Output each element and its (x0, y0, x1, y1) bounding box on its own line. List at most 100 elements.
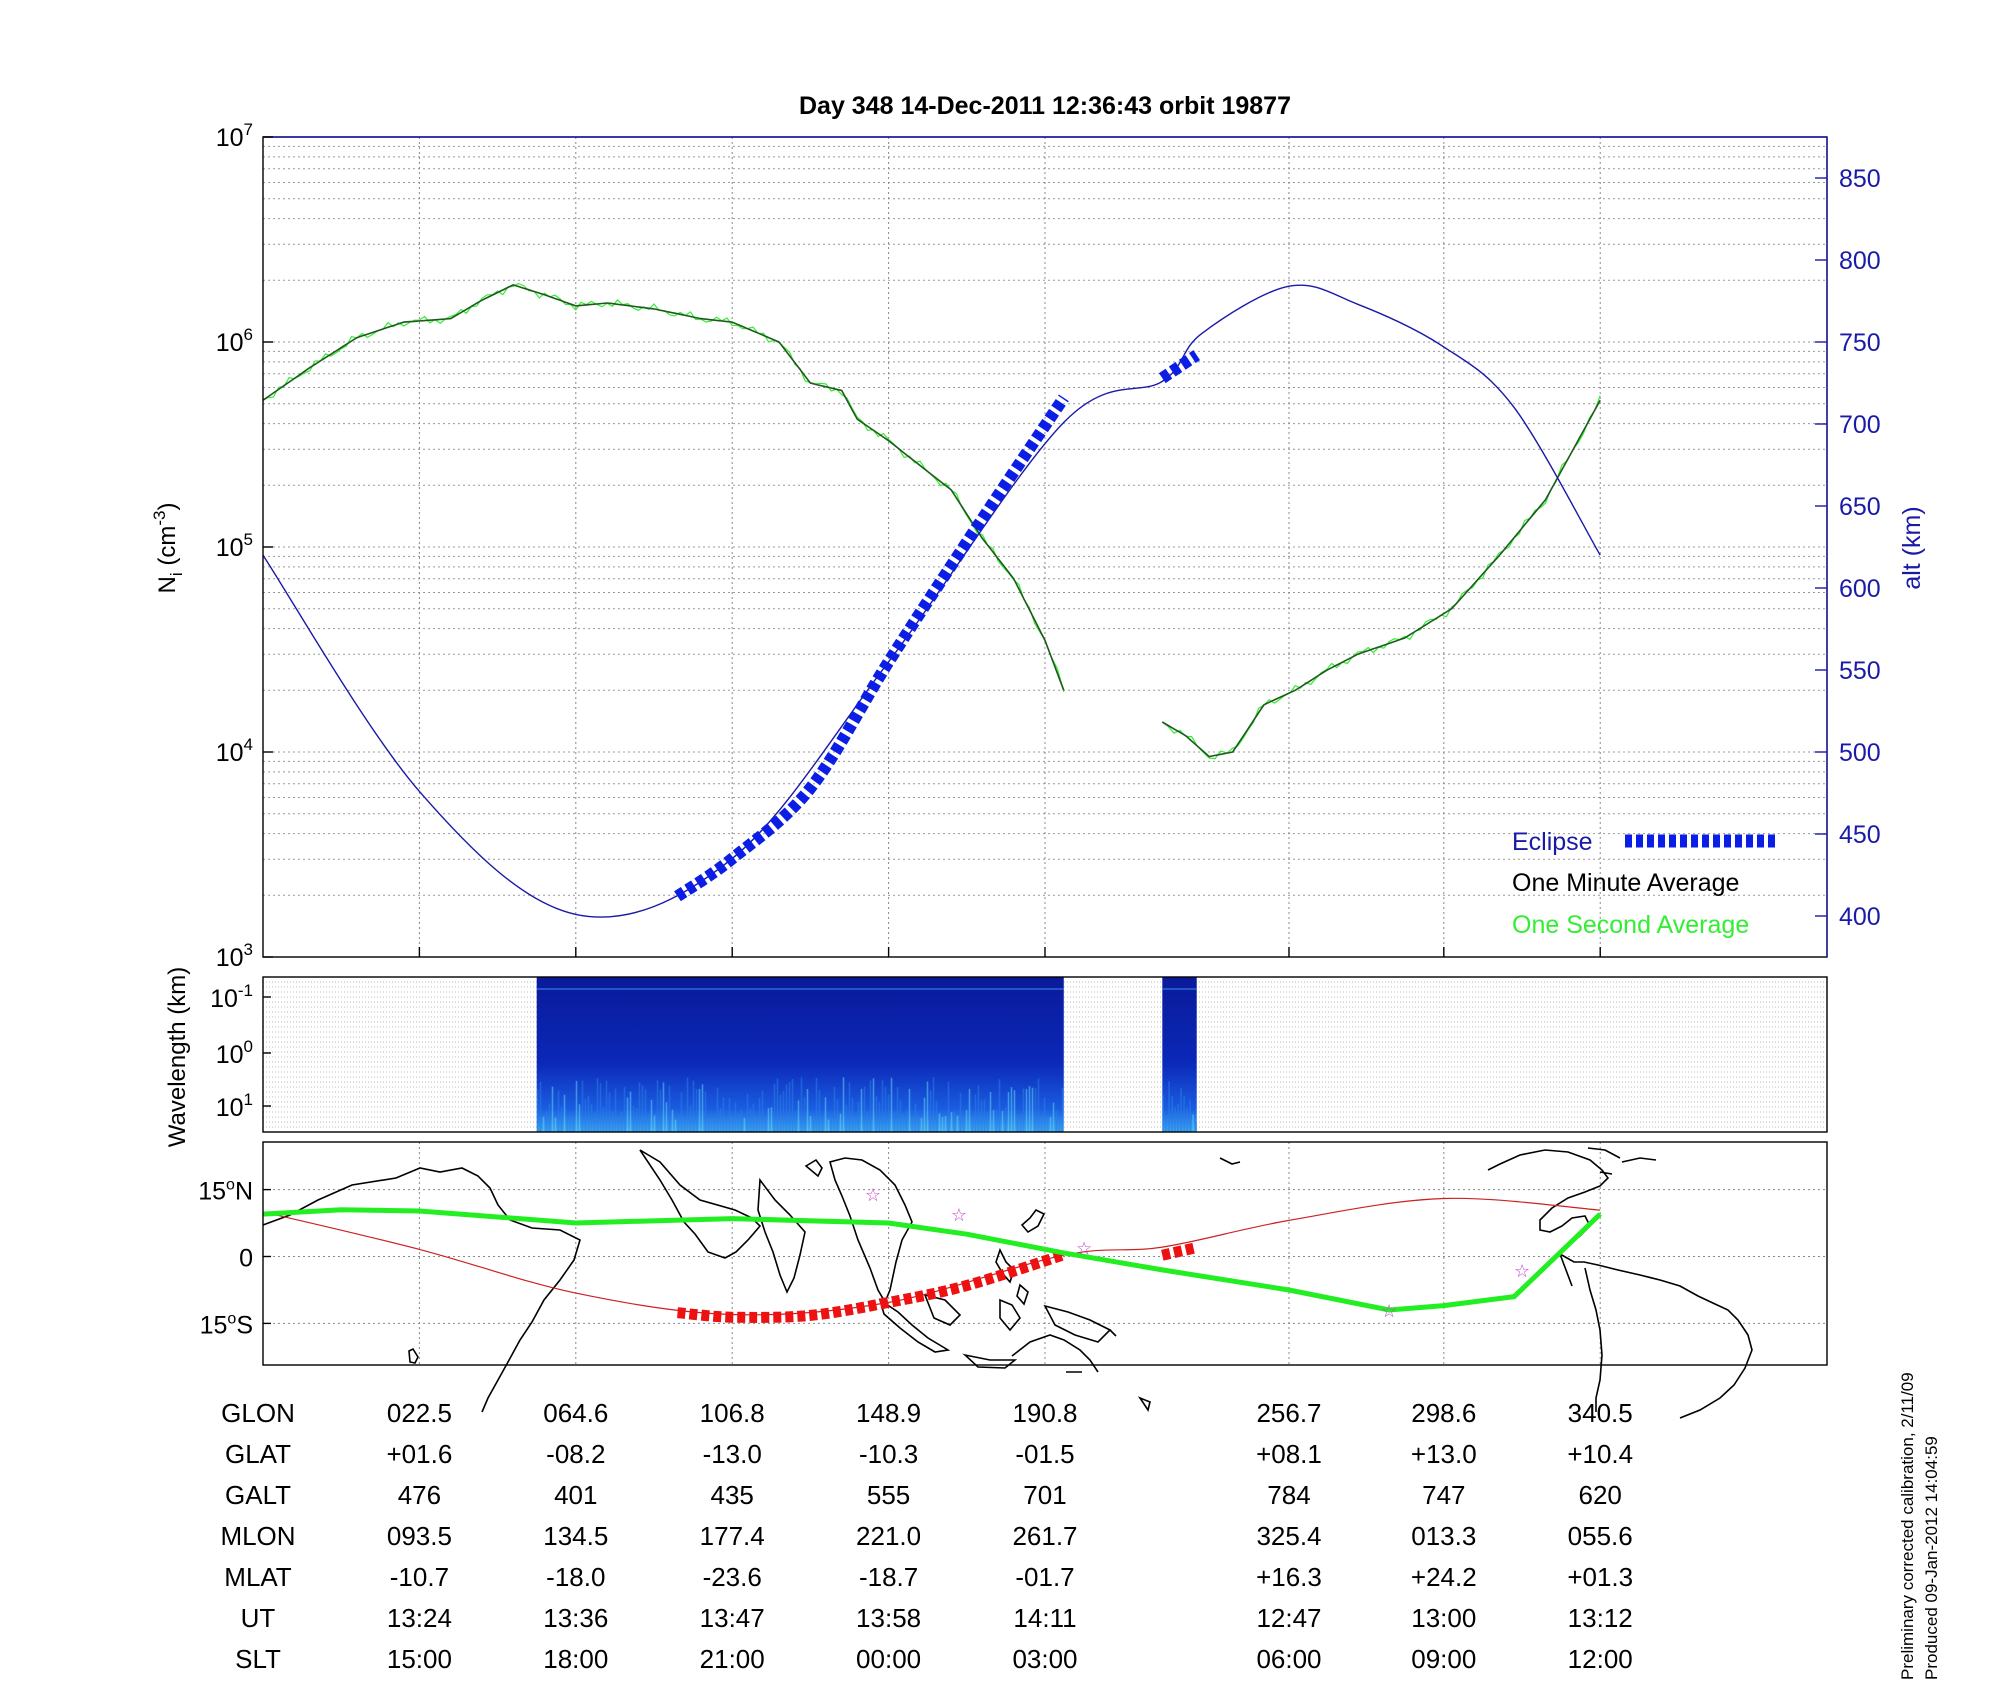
chart-title: Day 348 14-Dec-2011 12:36:43 orbit 19877 (799, 92, 1291, 120)
density-series (262, 282, 1601, 918)
spectrogram-tick-label: 100 (216, 1037, 253, 1069)
table-cell: 13:24 (387, 1603, 452, 1633)
spectrogram-stripe (587, 1096, 590, 1132)
spectrogram-tick-label-exp: 1 (244, 1090, 253, 1109)
spectrogram-stripe (854, 1120, 857, 1132)
table-cell: 134.5 (543, 1521, 608, 1551)
spectrogram-stripe (821, 1117, 824, 1132)
table-cell: 13:47 (700, 1603, 765, 1633)
spectrogram-tick-label-base: 10 (216, 1041, 244, 1069)
spectrogram-stripe (584, 1099, 587, 1132)
table-cell: 298.6 (1411, 1398, 1476, 1428)
altitude-tick-label: 850 (1839, 165, 1881, 193)
lat-tick-value: 0 (239, 1245, 253, 1273)
spectrogram-stripe (869, 1080, 872, 1132)
spectrogram-stripe (668, 1085, 671, 1132)
spectrogram-stripe (695, 1089, 698, 1132)
spectrogram-stripe (641, 1085, 644, 1132)
table-cell: +01.6 (387, 1439, 453, 1469)
japan-coastline (1020, 1208, 1046, 1234)
spectrogram-stripe (635, 1108, 638, 1132)
india-coastline (757, 1177, 806, 1294)
spectrogram-stripe (614, 1088, 617, 1132)
table-cell: 06:00 (1256, 1644, 1321, 1674)
spectrogram-stripe (776, 1078, 779, 1132)
spectrogram-stripe (710, 1113, 713, 1132)
table-cell: -10.3 (859, 1439, 918, 1469)
spectrogram-stripe (917, 1117, 920, 1132)
spectrogram-stripe (653, 1115, 656, 1132)
table-cell: 747 (1422, 1480, 1465, 1510)
spectrogram-stripe (860, 1088, 863, 1132)
spectrogram-stripe (617, 1117, 620, 1132)
spectrogram-stripe (1019, 1113, 1022, 1132)
spectrogram-stripe (1037, 1078, 1040, 1132)
spectrogram-blocks (536, 977, 1197, 1132)
table-cell: 055.6 (1568, 1521, 1633, 1551)
spectrogram-stripe (770, 1107, 773, 1132)
spectrogram-stripe (626, 1097, 629, 1132)
altitude-tick-label: 650 (1839, 493, 1881, 521)
spectrogram-stripe (875, 1096, 878, 1132)
spectrogram-stripe (1013, 1090, 1016, 1132)
north-america-coastline (1487, 1149, 1610, 1255)
altitude-tick-label: 750 (1839, 329, 1881, 357)
spectrogram-stripe (731, 1115, 734, 1132)
eclipse-track-segment (1161, 1242, 1198, 1261)
spectrogram-stripe (911, 1120, 914, 1132)
spectrogram-stripe (944, 1116, 947, 1132)
table-cell: 701 (1023, 1480, 1066, 1510)
table-cell: -13.0 (703, 1439, 762, 1469)
altitude-tick-label: 400 (1839, 903, 1881, 931)
spectrogram-stripe (623, 1087, 626, 1132)
spectrogram-stripe (836, 1099, 839, 1132)
spectrogram-stripe (761, 1090, 764, 1132)
eclipse-track-segment (677, 1249, 1066, 1323)
spectrogram-stripe (755, 1115, 758, 1132)
spectrogram-stripe (758, 1098, 761, 1132)
spectrogram-stripe (833, 1087, 836, 1132)
spectrogram-stripe (968, 1088, 971, 1132)
spectrogram-stripe (602, 1106, 605, 1132)
spectrogram-stripe (1016, 1115, 1019, 1132)
table-cell: 12:00 (1568, 1644, 1633, 1674)
spectrogram-stripe (1061, 1087, 1064, 1132)
table-row-label: UT (241, 1603, 276, 1633)
spectrogram-stripe (539, 1082, 542, 1132)
spectrogram-stripe (593, 1112, 596, 1132)
altitude-tick-label: 600 (1839, 575, 1881, 603)
spectrogram-stripe (893, 1112, 896, 1132)
table-cell: 221.0 (856, 1521, 921, 1551)
spectrogram-stripe (920, 1117, 923, 1132)
spectrogram-stripe (1025, 1089, 1028, 1132)
ground-track-line (262, 1207, 1602, 1313)
table-cell: +10.4 (1567, 1439, 1633, 1469)
lat-tick-label: 0 (239, 1245, 253, 1273)
table-row-label: SLT (235, 1644, 281, 1674)
spectrogram-stripe (701, 1084, 704, 1132)
spectrogram-stripe (872, 1078, 875, 1132)
pacific-islands-coastline (1109, 1157, 1241, 1412)
table-cell: -10.7 (390, 1562, 449, 1592)
y-tick-label: 105 (216, 530, 253, 562)
spectrogram-stripe (812, 1119, 815, 1132)
spectrogram-stripe (1186, 1107, 1188, 1132)
table-cell: 093.5 (387, 1521, 452, 1551)
spectrogram-stripe (692, 1080, 695, 1132)
spectrogram-stripe (1052, 1102, 1055, 1132)
spectrogram-stripe (839, 1113, 842, 1132)
spectrogram-stripe (1010, 1087, 1013, 1132)
spectrogram-stripe (728, 1097, 731, 1132)
spectrogram-stripe (1165, 1119, 1167, 1132)
lat-tick-value: 15 (200, 1311, 228, 1339)
spectrogram-stripe (1189, 1099, 1191, 1132)
y-tick-label: 107 (216, 120, 253, 152)
degree-sign: o (227, 1310, 236, 1327)
table-cell: -23.6 (703, 1562, 762, 1592)
spectrogram-tick-label-base: 10 (210, 985, 238, 1013)
spectrogram-stripe (809, 1115, 812, 1132)
footnote-produced: Produced 09-Jan-2012 14:04:59 (1922, 1436, 1941, 1680)
spectrogram-tick-label-base: 10 (216, 1094, 244, 1122)
philippines-coastline (995, 1247, 1029, 1306)
